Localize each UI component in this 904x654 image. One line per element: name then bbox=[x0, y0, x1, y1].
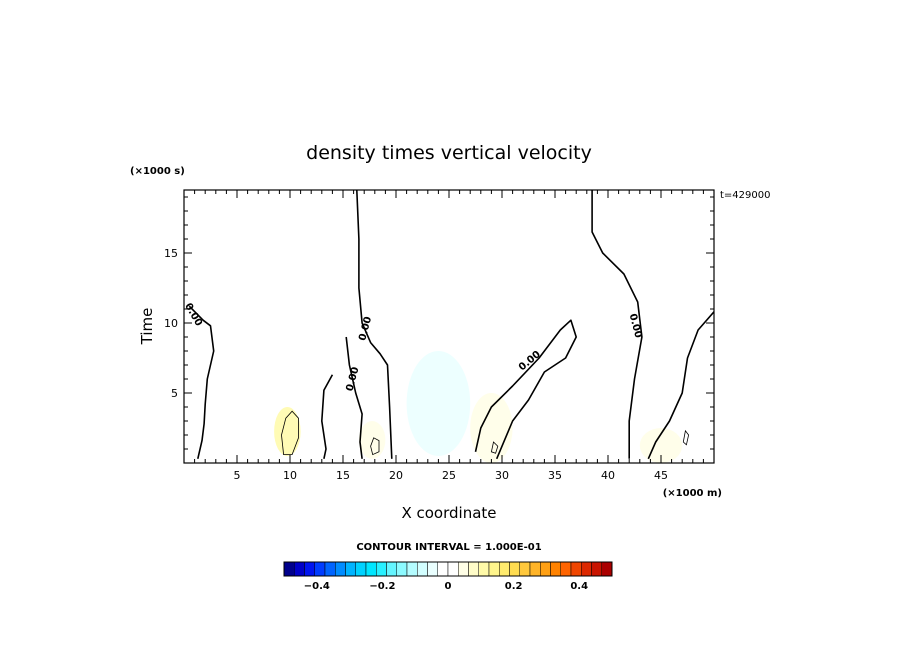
closed-contour-line bbox=[490, 441, 499, 454]
colorbar-cell bbox=[488, 561, 500, 577]
colorbar-cell bbox=[386, 561, 397, 577]
x-tick-label: 40 bbox=[601, 469, 615, 482]
x-tick-label: 30 bbox=[495, 469, 509, 482]
field-region bbox=[512, 365, 630, 463]
y-tick-label: 10 bbox=[164, 317, 178, 330]
x-tick-label: 5 bbox=[234, 469, 241, 482]
y-tick-label: 15 bbox=[164, 247, 178, 260]
colorbar-cell bbox=[417, 561, 428, 577]
y-tick-label: 5 bbox=[171, 387, 178, 400]
contour-interval-text: CONTOUR INTERVAL = 1.000E-01 bbox=[356, 542, 541, 553]
colorbar-cell bbox=[447, 561, 459, 577]
colorbar-cell bbox=[427, 561, 438, 577]
colorbar bbox=[283, 561, 613, 577]
colorbar-cell bbox=[509, 561, 520, 577]
x-tick-label: 15 bbox=[336, 469, 350, 482]
colorbar-tick-label: 0.2 bbox=[505, 581, 523, 592]
colorbar-cell bbox=[365, 561, 377, 577]
colorbar-cell bbox=[560, 561, 572, 577]
zero-contour-line bbox=[647, 311, 714, 460]
colorbar-cell bbox=[591, 561, 602, 577]
field-region bbox=[406, 351, 471, 456]
closed-contour-line bbox=[281, 410, 299, 455]
field-region bbox=[470, 393, 513, 463]
zero-contour-line bbox=[356, 190, 393, 459]
colorbar-cell bbox=[540, 561, 551, 577]
colorbar-cell bbox=[406, 561, 418, 577]
colorbar-cell bbox=[499, 561, 510, 577]
x-tick-label: 45 bbox=[654, 469, 668, 482]
colorbar-cell bbox=[355, 561, 367, 577]
colorbar-cell bbox=[324, 561, 336, 577]
colorbar-cell bbox=[294, 561, 305, 577]
closed-contour-line bbox=[682, 429, 690, 446]
closed-contour-line bbox=[370, 437, 380, 456]
field-region bbox=[215, 337, 322, 463]
colorbar-cell bbox=[581, 561, 592, 577]
colorbar-cell bbox=[570, 561, 582, 577]
plot-area: 0.000.000.000.000.00 bbox=[182, 189, 715, 464]
x-unit-label: (×1000 m) bbox=[663, 488, 722, 499]
field-region bbox=[311, 421, 354, 463]
colorbar-frame bbox=[283, 561, 613, 577]
colorbar-cell bbox=[550, 561, 561, 577]
x-axis-label: X coordinate bbox=[401, 504, 496, 522]
colorbar-cell bbox=[304, 561, 315, 577]
colorbar-tick-label: −0.4 bbox=[304, 581, 330, 592]
y-tick-labels: 5 10 15 bbox=[164, 247, 178, 400]
time-stamp: t=429000 bbox=[720, 190, 770, 201]
axis-ticks bbox=[184, 190, 714, 463]
zero-contour-line bbox=[188, 305, 215, 459]
colorbar-tick-labels: −0.4 −0.2 0 0.2 0.4 bbox=[304, 581, 588, 592]
x-tick-label: 10 bbox=[283, 469, 297, 482]
colorbar-cell bbox=[314, 561, 326, 577]
colorbar-tick-label: −0.2 bbox=[369, 581, 395, 592]
colorbar-cell bbox=[478, 561, 490, 577]
colorbar-cell bbox=[601, 561, 613, 577]
zero-contour-line bbox=[321, 374, 334, 459]
field-region bbox=[274, 407, 301, 456]
colorbar-cell bbox=[396, 561, 408, 577]
contour-lines bbox=[188, 190, 714, 460]
x-tick-label: 35 bbox=[548, 469, 562, 482]
colorbar-cell bbox=[335, 561, 346, 577]
field-region bbox=[184, 446, 216, 463]
colorbar-cell bbox=[458, 561, 469, 577]
x-tick-labels: 5 10 15 20 25 30 35 40 45 bbox=[234, 469, 669, 482]
x-tick-label: 20 bbox=[389, 469, 403, 482]
colorbar-cell bbox=[519, 561, 531, 577]
colorbar-cell bbox=[376, 561, 387, 577]
colorbar-cell bbox=[529, 561, 541, 577]
y-unit-label: (×1000 s) bbox=[130, 166, 185, 177]
y-axis-label: Time bbox=[138, 308, 156, 346]
field-region bbox=[682, 407, 714, 463]
chart-title: density times vertical velocity bbox=[306, 142, 592, 164]
colorbar-cell bbox=[437, 561, 449, 577]
x-tick-label: 25 bbox=[442, 469, 456, 482]
colorbar-cell bbox=[468, 561, 479, 577]
colorbar-cell bbox=[283, 561, 295, 577]
field-region bbox=[353, 190, 714, 337]
zero-contour-line bbox=[345, 336, 363, 459]
field-fills bbox=[184, 190, 714, 463]
colorbar-tick-label: 0 bbox=[445, 581, 452, 592]
zero-contour-line bbox=[474, 319, 577, 460]
zero-contour-line bbox=[591, 190, 643, 459]
colorbar-cell bbox=[345, 561, 356, 577]
colorbar-tick-label: 0.4 bbox=[570, 581, 588, 592]
